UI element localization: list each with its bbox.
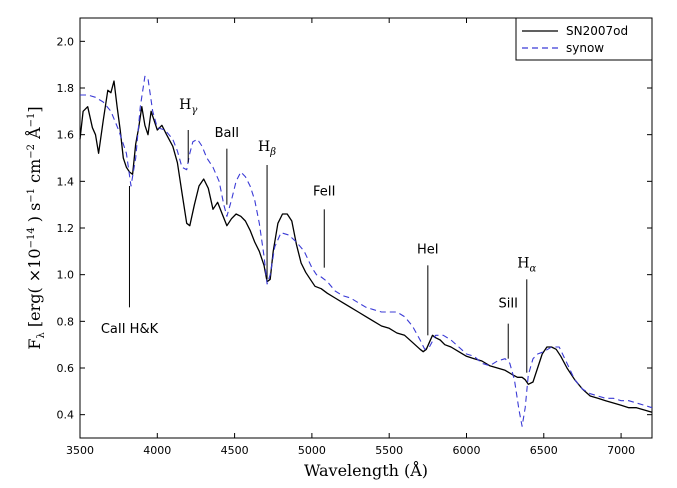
y-tick-label: 1.6 — [57, 129, 75, 142]
x-axis-title: Wavelength (Å) — [304, 460, 428, 480]
annotation-label: Hα — [517, 256, 536, 275]
legend-box — [515, 17, 653, 61]
annotation-label: CaII H&K — [101, 322, 159, 337]
x-axis: 3500 4000 4500 5000 5500 6000 6500 7000 — [66, 18, 635, 457]
series-layer — [79, 75, 653, 427]
series-line-sn2007od — [79, 80, 653, 413]
annotation-label: BaII — [215, 126, 240, 141]
annotation-label: SiII — [498, 296, 518, 311]
annotation-label: FeII — [313, 184, 335, 199]
annotation-label: Hβ — [258, 139, 276, 158]
plot-frame — [79, 17, 653, 439]
x-tick-label: 3500 — [66, 444, 94, 457]
x-tick-label: 4000 — [143, 444, 171, 457]
legend-label: SN2007od — [566, 24, 628, 38]
y-tick-label: 1.0 — [57, 269, 75, 282]
x-tick-label: 5000 — [298, 444, 326, 457]
x-tick-label: 6000 — [452, 444, 480, 457]
y-axis: 0.4 0.6 0.8 1.0 1.2 1.4 1.6 1.8 2.0 — [57, 35, 652, 422]
annotation-label: Hγ — [179, 97, 197, 116]
annotation-layer: CaII H&K Hγ BaII Hβ FeII HeI SiII Hα — [101, 97, 537, 373]
y-tick-label: 0.4 — [57, 409, 75, 422]
x-tick-label: 6500 — [530, 444, 558, 457]
y-tick-label: 1.4 — [57, 175, 75, 188]
y-axis-title: Fλ [erg( ×10−14 ) s−1 cm−2 Å−1] — [24, 106, 47, 349]
series-line-synow — [80, 75, 653, 427]
x-tick-label: 4500 — [221, 444, 249, 457]
legend-label: synow — [566, 41, 604, 55]
y-tick-label: 0.6 — [57, 362, 75, 375]
annotation-label: HeI — [417, 243, 439, 258]
y-tick-label: 2.0 — [57, 35, 75, 48]
y-tick-label: 0.8 — [57, 315, 75, 328]
legend: SN2007od synow — [515, 17, 653, 61]
x-tick-label: 7000 — [607, 444, 635, 457]
x-tick-label: 5500 — [375, 444, 403, 457]
y-tick-label: 1.8 — [57, 82, 75, 95]
y-tick-label: 1.2 — [57, 222, 75, 235]
